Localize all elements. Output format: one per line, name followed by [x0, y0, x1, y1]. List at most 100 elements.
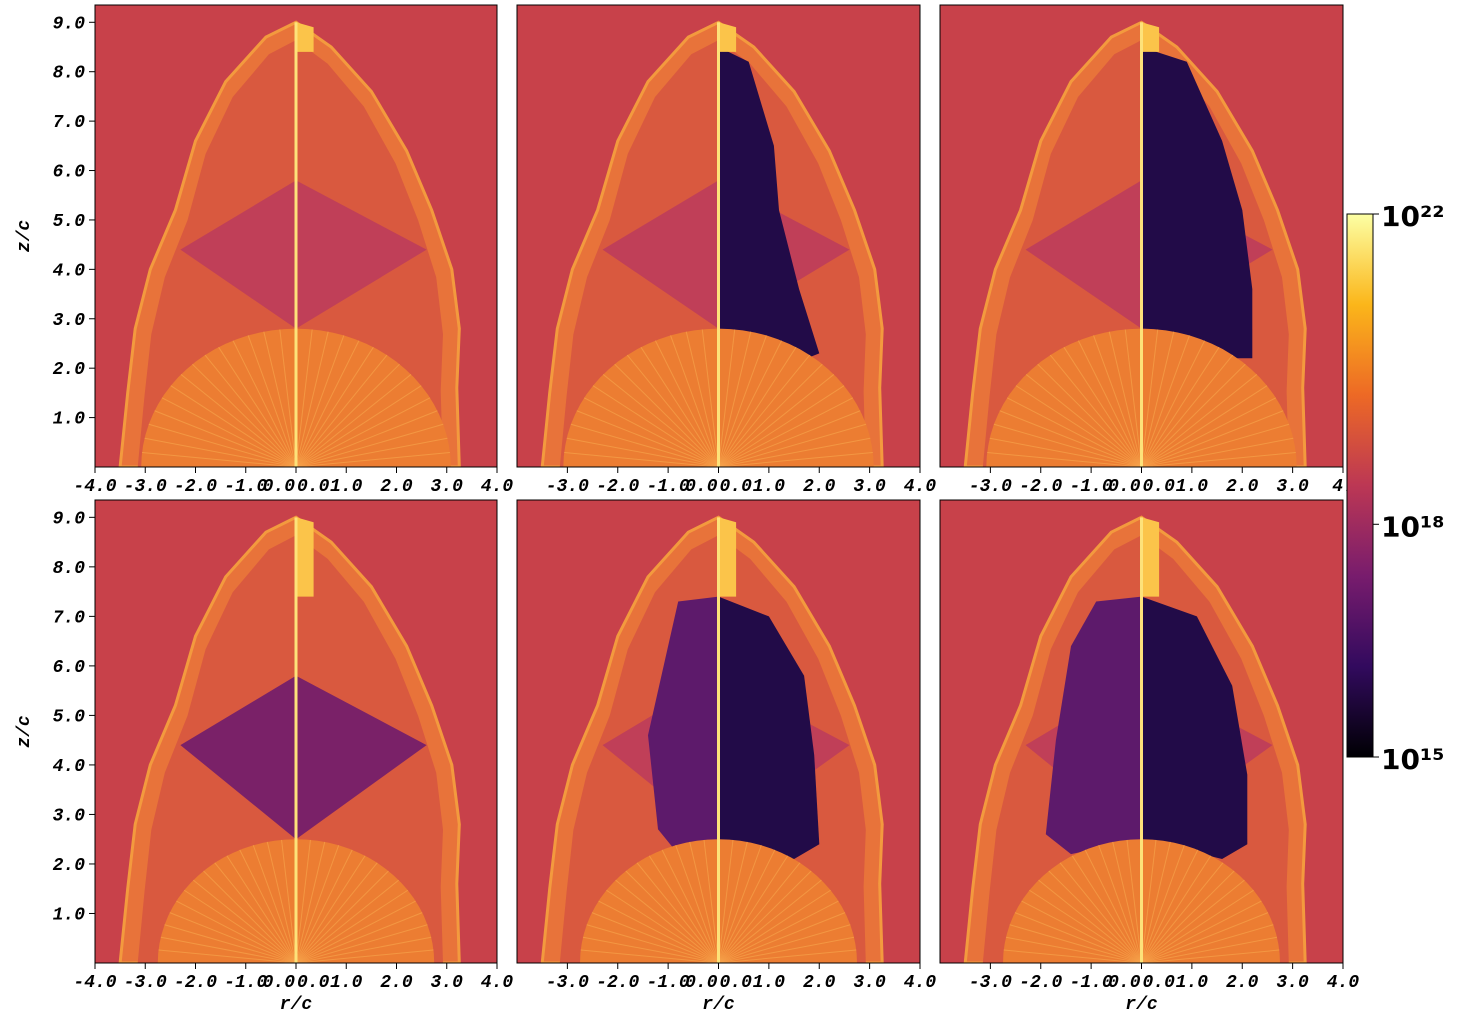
fan-ray [670, 335, 719, 467]
fan-ray [295, 849, 353, 963]
x-tick-label: 0.0 [685, 477, 718, 497]
fan-ray [718, 423, 867, 467]
heatmap-panel: -3.0 -2.0 -1.00.0 0.0 1.0 2.0 3.0 4.0 [516, 4, 936, 497]
fan-ray [252, 845, 297, 963]
y-tick-label: 9.0 [53, 509, 86, 529]
x-tick-label: -2.0 [174, 973, 217, 993]
fan-ray [598, 900, 719, 963]
fan-ray [295, 936, 432, 963]
x-tick-label: 3.0 [853, 477, 886, 497]
fan-ray [295, 841, 326, 963]
fan-ray [718, 452, 873, 467]
fan-ray [1141, 841, 1171, 963]
x-tick-label: 1.0 [330, 477, 363, 497]
fan-ray [204, 354, 297, 467]
fan-ray [718, 870, 812, 963]
x-tick-label: -1.0 [1070, 973, 1113, 993]
fan-ray [1029, 889, 1142, 963]
fan-ray [1124, 329, 1142, 467]
fan-ray [566, 437, 719, 467]
x-tick-label: -4.0 [73, 477, 116, 497]
fan-ray [718, 839, 734, 963]
y-tick-label: 4.0 [53, 757, 86, 777]
panel-image [940, 5, 1343, 467]
fan-ray [718, 924, 851, 963]
x-tick-label: -3.0 [969, 477, 1012, 497]
fan-ray [1108, 331, 1142, 467]
panel-image [95, 500, 497, 963]
fan-ray [1141, 374, 1258, 467]
fan-ray [570, 423, 719, 467]
fan-ray [1084, 849, 1142, 963]
x-tick-label: 2.0 [1226, 973, 1259, 993]
fan-ray [1141, 452, 1296, 467]
fan-ray [1141, 385, 1268, 467]
fan-ray [192, 879, 297, 963]
fan-ray [640, 346, 719, 467]
rarefied-region [718, 596, 820, 859]
y-tick-label: 5.0 [53, 707, 86, 727]
x-tick-label: 2.0 [803, 477, 836, 497]
fan-ray [295, 354, 388, 467]
fan-ray [592, 385, 719, 467]
x-tick-label: 0.0 [685, 973, 718, 993]
x-tick-label: 4.0 [481, 477, 514, 497]
fan-ray [1141, 900, 1262, 963]
fan-ray [1048, 870, 1142, 963]
fan-ray [1141, 363, 1246, 467]
fan-ray [718, 346, 797, 467]
y-tick-label: 7.0 [53, 608, 86, 628]
colorbar [1346, 213, 1374, 758]
x-axis-label: r/c [280, 995, 313, 1015]
heatmap-panel: -4.0 -3.0 -2.0 -1.00.0 0.0 1.0 2.0 3.0 4.01.02.0… [15, 499, 513, 1015]
fan-ray [295, 331, 329, 467]
fan-ray [582, 936, 719, 963]
x-tick-label: 3.0 [1276, 973, 1309, 993]
fan-ray [295, 423, 444, 467]
fan-ray [161, 397, 297, 467]
fan-ray [295, 410, 438, 467]
x-tick-label: 1.0 [330, 973, 363, 993]
fan-ray [142, 452, 297, 467]
fan-ray [158, 949, 297, 963]
y-tick-label: 3.0 [53, 311, 86, 331]
fan-ray [654, 340, 719, 467]
fan-ray [718, 335, 767, 467]
fan-ray [1059, 862, 1142, 963]
x-tick-label: -3.0 [546, 477, 589, 497]
x-tick-label: -2.0 [174, 477, 217, 497]
fan-ray [1049, 354, 1142, 467]
fan-ray [718, 855, 789, 963]
y-axis-label: z/c [15, 220, 35, 253]
fan-ray [1077, 340, 1142, 467]
cavity [180, 675, 427, 840]
fan-ray [1141, 331, 1175, 467]
fan-ray [1141, 862, 1224, 963]
fan-ray [718, 862, 801, 963]
jet-head [718, 517, 737, 597]
fan-ray [203, 870, 297, 963]
x-tick-label: 2.0 [380, 477, 413, 497]
panel-image [517, 500, 920, 963]
x-tick-label: -1.0 [224, 477, 267, 497]
fan-ray [154, 410, 297, 467]
fan-ray [1141, 855, 1212, 963]
fan-ray [1021, 900, 1142, 963]
fan-ray [295, 870, 389, 963]
fan-ray [263, 331, 297, 467]
fan-ray [1025, 374, 1142, 467]
fan-ray [1141, 437, 1294, 467]
colorbar-tick-label: 10¹⁵ [1381, 743, 1445, 776]
x-tick-label: 0.0 [1108, 973, 1141, 993]
x-tick-label: 4.0 [1327, 973, 1360, 993]
fan-ray [1009, 924, 1142, 963]
rarefied-region [718, 47, 820, 364]
colorbar-tick-label: 10²² [1381, 200, 1445, 233]
fan-ray [295, 845, 340, 963]
panel-image [95, 5, 497, 467]
cavity [180, 180, 427, 329]
x-tick-label: 3.0 [431, 973, 464, 993]
fan-ray [1141, 340, 1206, 467]
x-tick-label: 2.0 [380, 973, 413, 993]
x-tick-label: 0.0 [720, 973, 753, 993]
